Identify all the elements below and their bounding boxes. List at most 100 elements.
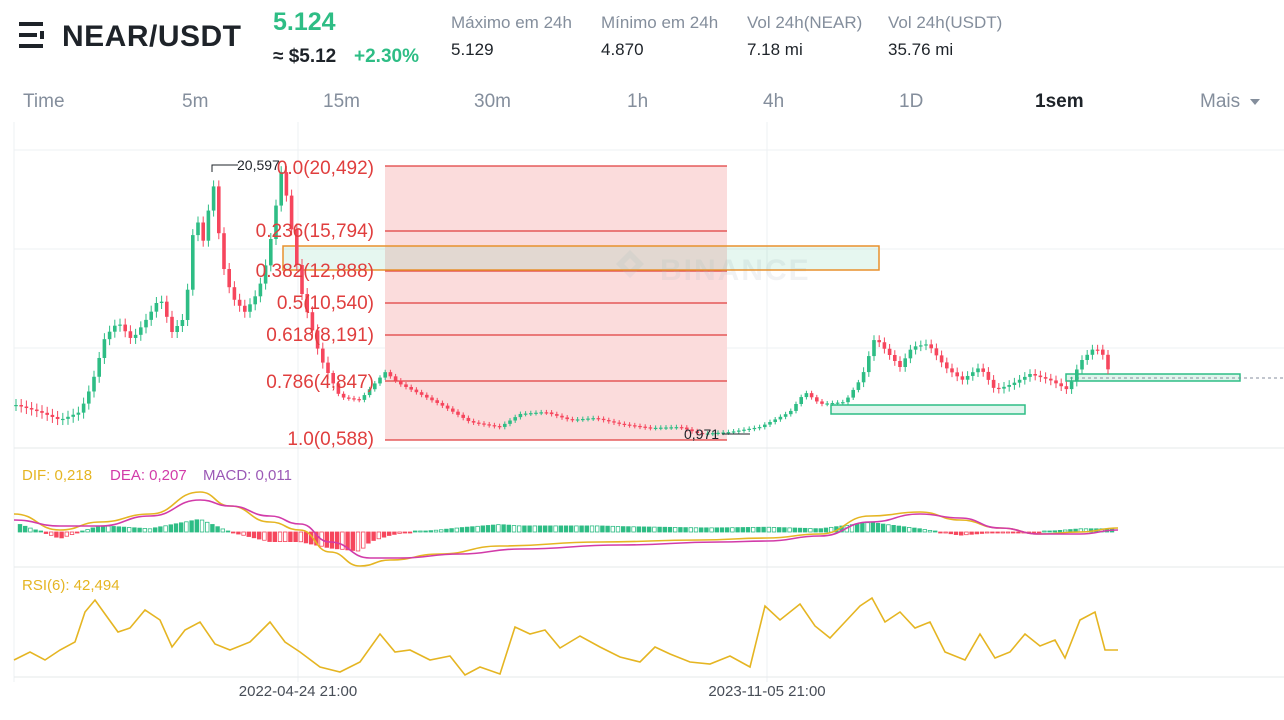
macd-bar xyxy=(808,528,813,533)
macd-bar xyxy=(875,523,881,533)
candle xyxy=(1049,378,1053,381)
fib-label: 0.0(20,492) xyxy=(277,158,374,179)
tab-1d[interactable]: 1D xyxy=(899,91,924,112)
candle xyxy=(404,384,408,387)
candle xyxy=(133,334,138,338)
tab-time[interactable]: Time xyxy=(23,91,65,112)
candle xyxy=(258,283,263,297)
macd-bar xyxy=(761,526,766,533)
candle xyxy=(451,408,455,412)
macd-bar xyxy=(147,528,153,533)
tab-30m[interactable]: 30m xyxy=(474,91,511,112)
macd-bar xyxy=(766,526,771,533)
candle xyxy=(679,427,684,429)
candle xyxy=(222,233,226,269)
macd-bar xyxy=(777,527,782,533)
macd-bar xyxy=(366,531,371,544)
support-zone[interactable] xyxy=(830,404,1026,415)
macd-bar xyxy=(688,527,693,533)
candle xyxy=(118,324,122,326)
macd-bar xyxy=(485,525,491,533)
candle xyxy=(648,427,653,429)
candle xyxy=(991,379,996,388)
macd-bar xyxy=(714,527,719,533)
candle xyxy=(1090,349,1095,355)
macd-dea-line xyxy=(13,499,1119,559)
candle xyxy=(191,235,195,290)
current-zone[interactable] xyxy=(1065,373,1241,382)
macd-bar xyxy=(184,521,189,533)
resistance-zone[interactable] xyxy=(282,245,880,271)
candle xyxy=(1038,375,1043,378)
macd-bar xyxy=(116,526,121,533)
candle xyxy=(825,403,829,405)
candle xyxy=(107,331,112,340)
candle xyxy=(97,357,101,377)
candle xyxy=(643,426,647,428)
macd-bar xyxy=(995,531,1000,534)
candle xyxy=(986,371,991,380)
macd-bar xyxy=(990,531,995,534)
macd-bar xyxy=(870,522,875,533)
candle xyxy=(305,294,309,313)
macd-bar xyxy=(927,529,933,533)
candle xyxy=(248,304,252,312)
candle xyxy=(544,412,549,414)
macd-bar xyxy=(1037,531,1042,534)
macd-bar xyxy=(683,527,688,533)
binance-logo-icon xyxy=(616,250,644,278)
candle xyxy=(752,427,757,430)
macd-bar xyxy=(1057,529,1063,533)
macd-bar xyxy=(782,527,787,533)
tab-1h[interactable]: 1h xyxy=(627,91,649,112)
candle xyxy=(471,421,476,423)
candle xyxy=(555,414,559,416)
tab-4h[interactable]: 4h xyxy=(763,91,785,112)
price-change: +2.30% xyxy=(354,46,419,67)
candle xyxy=(50,414,55,417)
candle xyxy=(284,172,289,196)
macd-bar xyxy=(517,525,522,533)
candle xyxy=(321,348,325,363)
macd-bar xyxy=(496,524,501,533)
x-axis-label: 2023-11-05 21:00 xyxy=(708,683,825,700)
candle xyxy=(575,419,580,421)
candle xyxy=(601,418,606,421)
macd-bar xyxy=(33,529,38,533)
stat-value: 5.129 xyxy=(451,40,494,59)
candle xyxy=(737,430,741,432)
macd-bar xyxy=(444,528,449,533)
macd-bar xyxy=(90,527,95,533)
candle xyxy=(102,339,107,358)
macd-bar xyxy=(756,526,761,533)
candle xyxy=(435,400,439,403)
tab-15m[interactable]: 15m xyxy=(323,91,360,112)
kline-chart[interactable]: BINANCE 20,597 0,971 0.0(20,492) 0.236(1… xyxy=(0,122,1284,720)
candle xyxy=(76,412,81,415)
tab-1sem[interactable]: 1sem xyxy=(1035,91,1084,112)
macd-bar xyxy=(272,531,277,543)
macd-bar xyxy=(907,527,912,533)
menu-icon[interactable] xyxy=(19,22,47,48)
macd-bar xyxy=(636,526,641,533)
macd-bar xyxy=(922,529,927,533)
candle xyxy=(419,392,424,395)
macd-bar xyxy=(412,530,418,533)
candle xyxy=(243,305,247,312)
pair-symbol[interactable]: NEAR/USDT xyxy=(62,20,242,53)
macd-bar xyxy=(454,527,459,533)
macd-bar xyxy=(719,527,725,533)
candle xyxy=(1017,379,1022,383)
candle xyxy=(898,361,902,367)
macd-bar xyxy=(464,526,470,533)
tab-more[interactable]: Mais xyxy=(1200,91,1261,113)
candle xyxy=(534,412,538,414)
macd-bar xyxy=(173,523,179,533)
candle xyxy=(113,325,117,332)
candle xyxy=(617,422,621,424)
macd-bar xyxy=(938,531,943,534)
tab-5m[interactable]: 5m xyxy=(182,91,209,112)
macd-bar xyxy=(449,528,454,533)
macd-bar xyxy=(912,527,917,533)
macd-bar xyxy=(803,527,808,533)
